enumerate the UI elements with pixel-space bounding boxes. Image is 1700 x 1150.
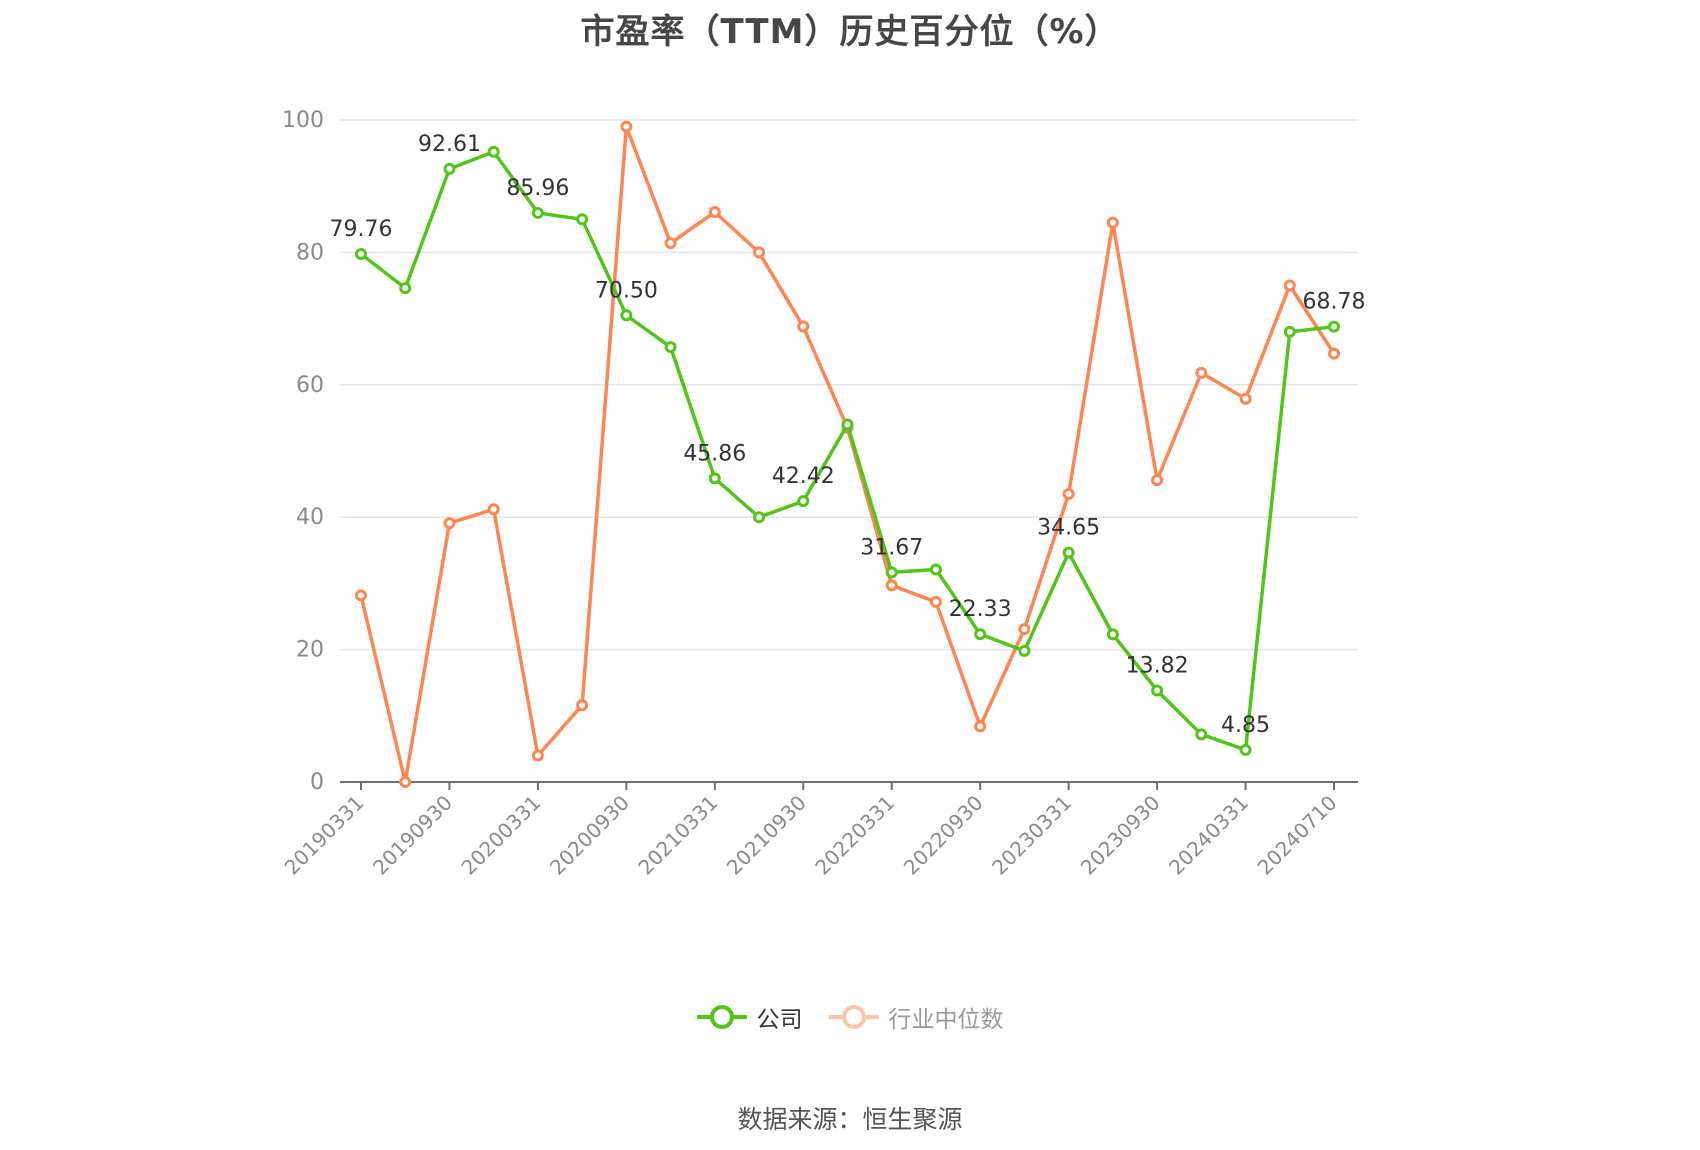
legend-item-company[interactable]: 公司 [696,1000,803,1034]
y-axis: 0 20 40 60 80 100 [282,108,324,795]
data-point[interactable] [797,495,810,508]
data-label: 34.65 [1037,516,1100,541]
x-tick-label: 20230930 [1076,791,1165,880]
chart-title: 市盈率（TTM）历史百分位（%） [580,12,1120,52]
data-label: 42.42 [772,464,835,489]
data-point[interactable] [1195,728,1208,741]
x-tick-label: 20190930 [368,791,457,880]
data-point[interactable] [443,517,456,530]
x-tick-label: 20220930 [899,791,988,880]
data-point[interactable] [576,213,589,226]
legend-item-industry[interactable]: 行业中位数 [828,1000,1004,1034]
legend-industry-line-circle-icon [828,1005,879,1029]
data-point[interactable] [576,699,589,712]
data-point[interactable] [531,749,544,762]
x-tick-label: 20240331 [1164,791,1253,880]
data-point[interactable] [1239,743,1252,756]
legend-company-line-circle-icon [696,1005,747,1029]
data-point[interactable] [974,628,987,641]
data-point[interactable] [399,776,412,788]
data-point[interactable] [620,309,633,322]
data-point[interactable] [355,247,367,260]
data-point[interactable] [974,720,987,733]
x-tick-label: 20210930 [722,791,811,880]
x-tick-label: 20190331 [280,791,369,880]
data-source: 数据来源：恒生聚源 [737,1105,963,1134]
data-point[interactable] [664,341,677,354]
data-point[interactable] [1151,684,1164,697]
data-point[interactable] [487,145,500,158]
data-label: 31.67 [860,535,923,560]
data-label: 92.61 [418,132,481,157]
series-industry-median[interactable] [355,120,1340,788]
data-point[interactable] [1062,546,1075,559]
legend-label-industry: 行业中位数 [888,1007,1004,1033]
series-company[interactable] [355,145,1340,756]
y-tick-label: 100 [282,108,324,133]
data-point[interactable] [355,589,367,602]
data-point[interactable] [1283,279,1296,292]
data-labels: 79.76 92.61 85.96 70.50 45.86 42.42 31.67 22.33… [330,132,1366,738]
x-tick-label: 20220331 [810,791,899,880]
y-tick-label: 80 [296,240,324,265]
data-point[interactable] [929,595,942,608]
x-tick-label: 20200930 [545,791,634,880]
y-tick-label: 0 [310,770,324,795]
data-point[interactable] [1195,366,1208,379]
x-tick-label: 20240710 [1253,791,1342,880]
data-point[interactable] [443,162,456,175]
data-point[interactable] [1239,392,1252,405]
data-label: 45.86 [683,441,746,466]
data-point[interactable] [1328,320,1340,333]
data-point[interactable] [1151,474,1164,487]
data-label: 70.50 [595,278,658,303]
data-point[interactable] [664,237,677,250]
data-label: 22.33 [949,597,1012,622]
data-point[interactable] [885,566,898,579]
data-label: 79.76 [330,217,393,242]
data-label: 13.82 [1126,654,1189,679]
y-tick-label: 20 [296,638,324,663]
data-point[interactable] [1106,216,1119,229]
data-point[interactable] [929,563,942,576]
x-tick-label: 20200331 [456,791,545,880]
data-label: 68.78 [1303,290,1366,315]
data-point[interactable] [1328,347,1340,360]
data-point[interactable] [531,206,544,219]
data-label: 85.96 [506,176,569,201]
data-point[interactable] [1283,325,1296,338]
data-point[interactable] [708,472,721,485]
data-point[interactable] [885,579,898,592]
x-axis: 20190331 20190930 20200331 20200930 20210331… [280,781,1358,880]
data-point[interactable] [841,418,854,431]
legend-label-company: 公司 [756,1007,803,1033]
data-point[interactable] [399,282,412,295]
grid-lines [340,119,1358,651]
data-label: 4.85 [1221,713,1270,738]
data-point[interactable] [797,320,810,333]
x-tick-label: 20210331 [633,791,722,880]
data-point[interactable] [620,120,633,133]
data-point[interactable] [753,511,766,524]
legend: 公司 行业中位数 [0,1000,1700,1034]
x-tick-label: 20230331 [987,791,1076,880]
y-tick-label: 40 [296,505,324,530]
data-point[interactable] [1018,623,1031,636]
data-point[interactable] [1062,488,1075,501]
y-tick-label: 60 [296,373,324,398]
data-point[interactable] [1106,628,1119,641]
data-point[interactable] [487,503,500,516]
data-point[interactable] [1018,644,1031,657]
data-point[interactable] [708,206,721,219]
data-point[interactable] [753,246,766,259]
